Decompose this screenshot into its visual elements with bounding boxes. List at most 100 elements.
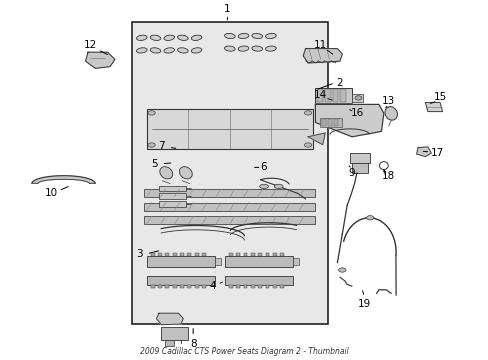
- Bar: [327, 119, 331, 126]
- Bar: [158, 285, 162, 288]
- Bar: [272, 285, 276, 288]
- Bar: [165, 253, 169, 256]
- Ellipse shape: [251, 46, 262, 51]
- Bar: [202, 285, 205, 288]
- Ellipse shape: [224, 46, 235, 51]
- Bar: [228, 285, 232, 288]
- Bar: [340, 89, 346, 102]
- Text: 14: 14: [313, 90, 326, 100]
- Ellipse shape: [338, 268, 346, 272]
- Ellipse shape: [150, 48, 161, 53]
- Ellipse shape: [354, 96, 361, 100]
- Ellipse shape: [224, 33, 235, 39]
- Bar: [215, 258, 221, 265]
- Polygon shape: [303, 49, 342, 63]
- Bar: [202, 253, 205, 256]
- Text: 9: 9: [348, 168, 355, 178]
- Text: 17: 17: [430, 148, 444, 158]
- Text: 18: 18: [381, 171, 395, 181]
- Bar: [146, 256, 215, 266]
- Bar: [321, 119, 325, 126]
- Bar: [187, 253, 191, 256]
- Ellipse shape: [136, 35, 147, 40]
- Polygon shape: [425, 103, 442, 112]
- Bar: [351, 94, 362, 102]
- Ellipse shape: [179, 167, 192, 179]
- Bar: [172, 285, 176, 288]
- Ellipse shape: [384, 107, 397, 120]
- Ellipse shape: [177, 48, 188, 53]
- Text: 8: 8: [189, 339, 196, 349]
- Bar: [164, 340, 173, 346]
- Ellipse shape: [366, 216, 373, 220]
- Text: 3: 3: [136, 249, 142, 259]
- Bar: [150, 253, 154, 256]
- Ellipse shape: [163, 48, 174, 53]
- Bar: [349, 153, 369, 163]
- Text: 6: 6: [260, 162, 267, 172]
- Text: 16: 16: [349, 108, 363, 118]
- Ellipse shape: [259, 184, 268, 189]
- Ellipse shape: [148, 111, 155, 115]
- Bar: [243, 253, 247, 256]
- Bar: [150, 285, 154, 288]
- Bar: [159, 193, 185, 199]
- Ellipse shape: [136, 48, 147, 53]
- Ellipse shape: [238, 46, 248, 51]
- Bar: [236, 285, 240, 288]
- Text: 7: 7: [158, 141, 164, 151]
- Bar: [250, 285, 254, 288]
- Bar: [315, 88, 351, 103]
- Bar: [194, 253, 198, 256]
- Bar: [132, 22, 327, 324]
- Bar: [280, 253, 284, 256]
- Bar: [165, 285, 169, 288]
- Bar: [144, 189, 315, 197]
- Bar: [272, 253, 276, 256]
- Bar: [194, 285, 198, 288]
- Bar: [316, 89, 322, 102]
- Bar: [158, 253, 162, 256]
- Bar: [144, 216, 315, 224]
- Bar: [334, 119, 338, 126]
- Text: 12: 12: [83, 40, 97, 50]
- Text: 2009 Cadillac CTS Power Seats Diagram 2 - Thumbnail: 2009 Cadillac CTS Power Seats Diagram 2 …: [140, 347, 348, 356]
- Text: 10: 10: [45, 188, 58, 198]
- Text: 5: 5: [150, 159, 157, 169]
- Bar: [159, 185, 185, 191]
- Polygon shape: [307, 133, 325, 145]
- Bar: [144, 203, 315, 211]
- Bar: [243, 285, 247, 288]
- Text: 11: 11: [313, 40, 326, 50]
- Text: 1: 1: [224, 4, 230, 14]
- Bar: [320, 118, 342, 127]
- Bar: [159, 201, 185, 207]
- Bar: [224, 256, 293, 266]
- Bar: [250, 253, 254, 256]
- Bar: [172, 253, 176, 256]
- Ellipse shape: [191, 35, 202, 40]
- Bar: [146, 109, 312, 149]
- Bar: [180, 285, 183, 288]
- Polygon shape: [416, 147, 430, 157]
- Ellipse shape: [265, 46, 276, 51]
- Ellipse shape: [274, 184, 283, 189]
- Polygon shape: [32, 176, 95, 183]
- Text: 4: 4: [209, 281, 216, 291]
- Bar: [265, 285, 269, 288]
- Bar: [146, 276, 215, 285]
- Bar: [236, 253, 240, 256]
- Bar: [293, 258, 299, 265]
- Ellipse shape: [304, 111, 311, 115]
- Bar: [180, 253, 183, 256]
- Ellipse shape: [238, 33, 248, 39]
- Bar: [265, 253, 269, 256]
- Text: 2: 2: [336, 78, 343, 88]
- Polygon shape: [315, 104, 383, 137]
- Polygon shape: [85, 52, 115, 68]
- Bar: [258, 285, 262, 288]
- Ellipse shape: [265, 33, 276, 39]
- Bar: [324, 89, 330, 102]
- Ellipse shape: [150, 35, 161, 40]
- Ellipse shape: [177, 35, 188, 40]
